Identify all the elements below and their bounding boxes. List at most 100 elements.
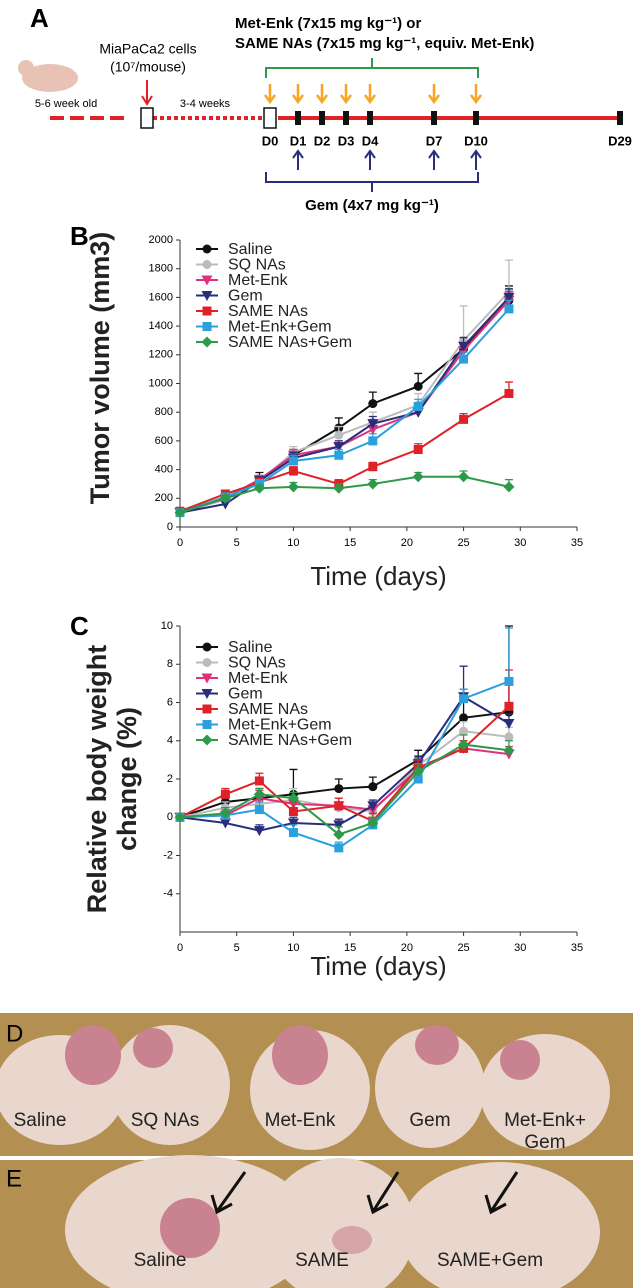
point — [174, 811, 186, 823]
point — [503, 292, 515, 303]
point — [288, 807, 298, 817]
y-tick-label: 0 — [167, 811, 173, 823]
error-bar — [504, 259, 513, 292]
text: SAME NAs (7x15 mg kg⁻¹, equiv. Met-Enk) — [235, 35, 534, 52]
legend-marker — [202, 720, 212, 729]
tick-box — [295, 111, 301, 125]
point — [504, 304, 514, 314]
legend-marker — [201, 673, 213, 684]
legend-marker — [202, 244, 212, 254]
x-tick-label: 35 — [571, 942, 583, 954]
panel-label: D — [6, 1020, 23, 1047]
legend-label: Met-Enk — [228, 272, 289, 289]
tick-box — [319, 111, 325, 125]
photo-label: SAME — [295, 1250, 349, 1271]
point — [288, 466, 298, 476]
photo-label: SQ NAs — [130, 1110, 200, 1131]
legend-label: SQ NAs — [228, 655, 286, 672]
y-tick-label: 600 — [155, 435, 173, 447]
point — [220, 789, 230, 799]
panel-label: B — [70, 221, 89, 251]
point — [219, 499, 231, 510]
point — [503, 481, 515, 493]
point — [412, 765, 424, 777]
y-tick-label: 200 — [155, 492, 173, 504]
y-axis-label: Tumor volume (mm3) — [85, 231, 115, 505]
day-label: D29 — [608, 133, 632, 148]
day-label: D7 — [426, 133, 443, 148]
tick-box — [343, 111, 349, 125]
legend-marker — [202, 322, 212, 331]
point — [253, 788, 265, 800]
x-tick-label: 10 — [287, 942, 299, 954]
panel-label: C — [70, 611, 89, 641]
point — [219, 807, 231, 819]
y-tick-label: 4 — [167, 735, 173, 747]
y-tick-label: 6 — [167, 696, 173, 708]
y-tick-label: 2 — [167, 773, 173, 785]
legend-label: Saline — [228, 639, 273, 656]
y-tick-label: 1600 — [149, 291, 173, 303]
point — [367, 424, 379, 435]
y-tick-label: 10 — [161, 620, 173, 632]
day-label: D2 — [314, 133, 331, 148]
day-label: D4 — [362, 133, 379, 148]
gem-arrow — [364, 149, 376, 170]
box — [140, 107, 154, 129]
y-axis-label: Relative body weight change (%) — [82, 644, 142, 914]
dose-arrow — [263, 84, 277, 105]
point — [333, 828, 345, 840]
point — [413, 445, 423, 455]
photo-label: Gem — [409, 1110, 451, 1131]
text: (10⁷/mouse) — [110, 59, 186, 75]
photo-label: Met-Enk — [264, 1110, 336, 1131]
legend-label: Gem — [228, 288, 263, 305]
dose-arrow — [469, 84, 483, 105]
point — [288, 456, 298, 466]
x-axis-label: Time (days) — [310, 561, 446, 591]
point — [287, 481, 299, 493]
x-tick-label: 25 — [457, 537, 469, 549]
legend-label: SAME NAs — [228, 701, 308, 718]
point — [334, 784, 344, 794]
legend-label: Met-Enk+Gem — [228, 319, 332, 336]
dose-arrow — [339, 84, 353, 105]
point — [459, 726, 469, 736]
point — [333, 442, 345, 453]
legend-label: Met-Enk — [228, 670, 289, 687]
mouse-icon — [18, 60, 34, 76]
point — [367, 478, 379, 490]
point — [459, 713, 469, 723]
point — [503, 719, 515, 730]
point — [287, 792, 299, 804]
point — [458, 341, 470, 352]
point — [504, 676, 514, 686]
gem-arrow — [428, 149, 440, 170]
x-tick-label: 0 — [177, 537, 183, 549]
y-tick-label: -2 — [163, 849, 173, 861]
legend-marker — [202, 642, 212, 652]
day-label: D10 — [464, 133, 488, 148]
x-tick-label: 10 — [287, 537, 299, 549]
photo-label: Saline — [13, 1110, 67, 1131]
y-tick-label: 400 — [155, 464, 173, 476]
point — [504, 732, 514, 742]
gem-arrow — [292, 149, 304, 170]
legend-marker — [201, 291, 213, 301]
x-axis-label: Time (days) — [310, 951, 446, 981]
bracket — [265, 172, 479, 192]
photo-label: SAME+Gem — [436, 1250, 544, 1271]
legend-label: Gem — [228, 686, 263, 703]
dose-arrow — [363, 84, 377, 105]
text: Gem (4x7 mg kg⁻¹) — [305, 197, 439, 214]
text: MiaPaCa2 cells — [99, 41, 196, 57]
point — [367, 801, 379, 812]
point — [368, 399, 378, 409]
point — [504, 701, 514, 711]
legend-label: SQ NAs — [228, 257, 286, 274]
legend-marker — [202, 704, 212, 714]
point — [254, 805, 264, 815]
legend-label: SAME NAs — [228, 303, 308, 320]
y-tick-label: 1400 — [149, 320, 173, 332]
